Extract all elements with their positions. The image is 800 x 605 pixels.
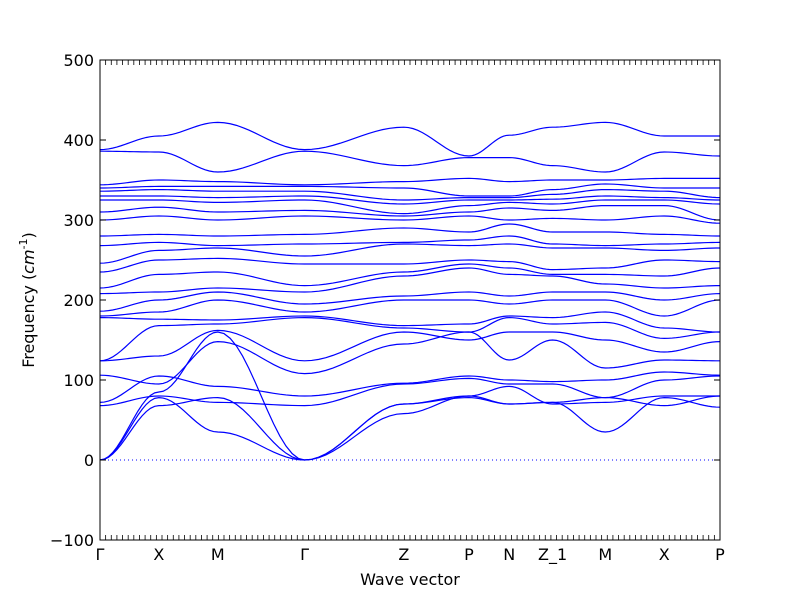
x-tick-label: Z_1 xyxy=(538,545,567,565)
band-line-10 xyxy=(99,299,721,317)
band-line-5 xyxy=(99,371,721,403)
plot-frame xyxy=(99,59,721,541)
x-tick-label: Z xyxy=(398,545,409,564)
x-tick-label: N xyxy=(503,545,515,564)
band-line-19 xyxy=(99,205,721,221)
y-tick-label: 100 xyxy=(63,371,94,390)
band-line-17 xyxy=(99,223,721,237)
band-line-20 xyxy=(100,199,721,215)
band-line-2 xyxy=(99,396,721,461)
y-tick-label: 200 xyxy=(63,291,94,310)
band-line-26 xyxy=(99,121,720,157)
y-tick-label: 500 xyxy=(63,51,94,70)
band-line-8 xyxy=(99,316,721,362)
x-tick-label: M xyxy=(598,545,612,564)
y-tick-labels: −100 0 100 200 300 400 500 xyxy=(50,51,94,550)
band-lines xyxy=(99,121,721,461)
band-line-7 xyxy=(99,329,721,362)
band-line-25 xyxy=(99,150,721,173)
x-tick-label: Γ xyxy=(300,545,309,564)
band-line-11 xyxy=(99,291,721,312)
x-tick-label: X xyxy=(153,545,164,564)
band-line-22 xyxy=(99,188,721,201)
band-line-4 xyxy=(99,375,721,407)
band-line-24 xyxy=(99,177,720,186)
x-axis-label: Wave vector xyxy=(360,570,460,589)
band-line-15 xyxy=(99,243,721,264)
y-tick-label: 300 xyxy=(63,211,94,230)
x-tick-labels: Γ X M Γ Z P N Z_1 M X P xyxy=(96,545,726,565)
y-tick-label: 0 xyxy=(84,451,94,470)
band-line-16 xyxy=(99,235,721,247)
axis-ticks xyxy=(99,59,721,541)
x-tick-label: P xyxy=(464,545,474,564)
x-tick-label: P xyxy=(715,545,725,564)
band-line-12 xyxy=(99,267,721,295)
band-line-14 xyxy=(99,257,721,273)
band-line-3 xyxy=(99,331,720,461)
y-axis-label: Frequency (cm-1) xyxy=(17,232,38,368)
x-tick-label: X xyxy=(659,545,670,564)
band-line-23 xyxy=(99,183,720,197)
band-line-18 xyxy=(99,215,721,224)
x-tick-label: M xyxy=(211,545,225,564)
band-line-13 xyxy=(99,263,721,289)
x-tick-label: Γ xyxy=(96,545,105,564)
band-line-21 xyxy=(100,195,721,205)
y-tick-label: −100 xyxy=(50,531,94,550)
y-tick-label: 400 xyxy=(63,131,94,150)
band-line-9 xyxy=(99,311,721,333)
